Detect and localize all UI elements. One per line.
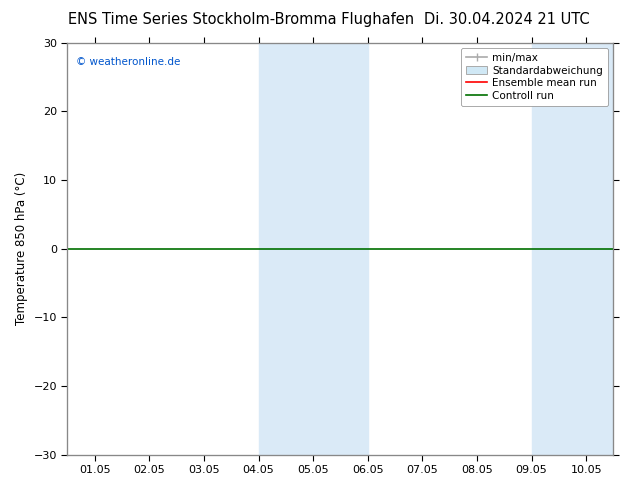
Bar	[531, 43, 614, 455]
Bar	[259, 43, 313, 455]
Y-axis label: Temperature 850 hPa (°C): Temperature 850 hPa (°C)	[15, 172, 28, 325]
Text: ENS Time Series Stockholm-Bromma Flughafen: ENS Time Series Stockholm-Bromma Flughaf…	[68, 12, 414, 27]
Bar	[313, 43, 368, 455]
Text: © weatheronline.de: © weatheronline.de	[75, 57, 180, 67]
Text: Di. 30.04.2024 21 UTC: Di. 30.04.2024 21 UTC	[424, 12, 590, 27]
Legend: min/max, Standardabweichung, Ensemble mean run, Controll run: min/max, Standardabweichung, Ensemble me…	[461, 48, 608, 106]
